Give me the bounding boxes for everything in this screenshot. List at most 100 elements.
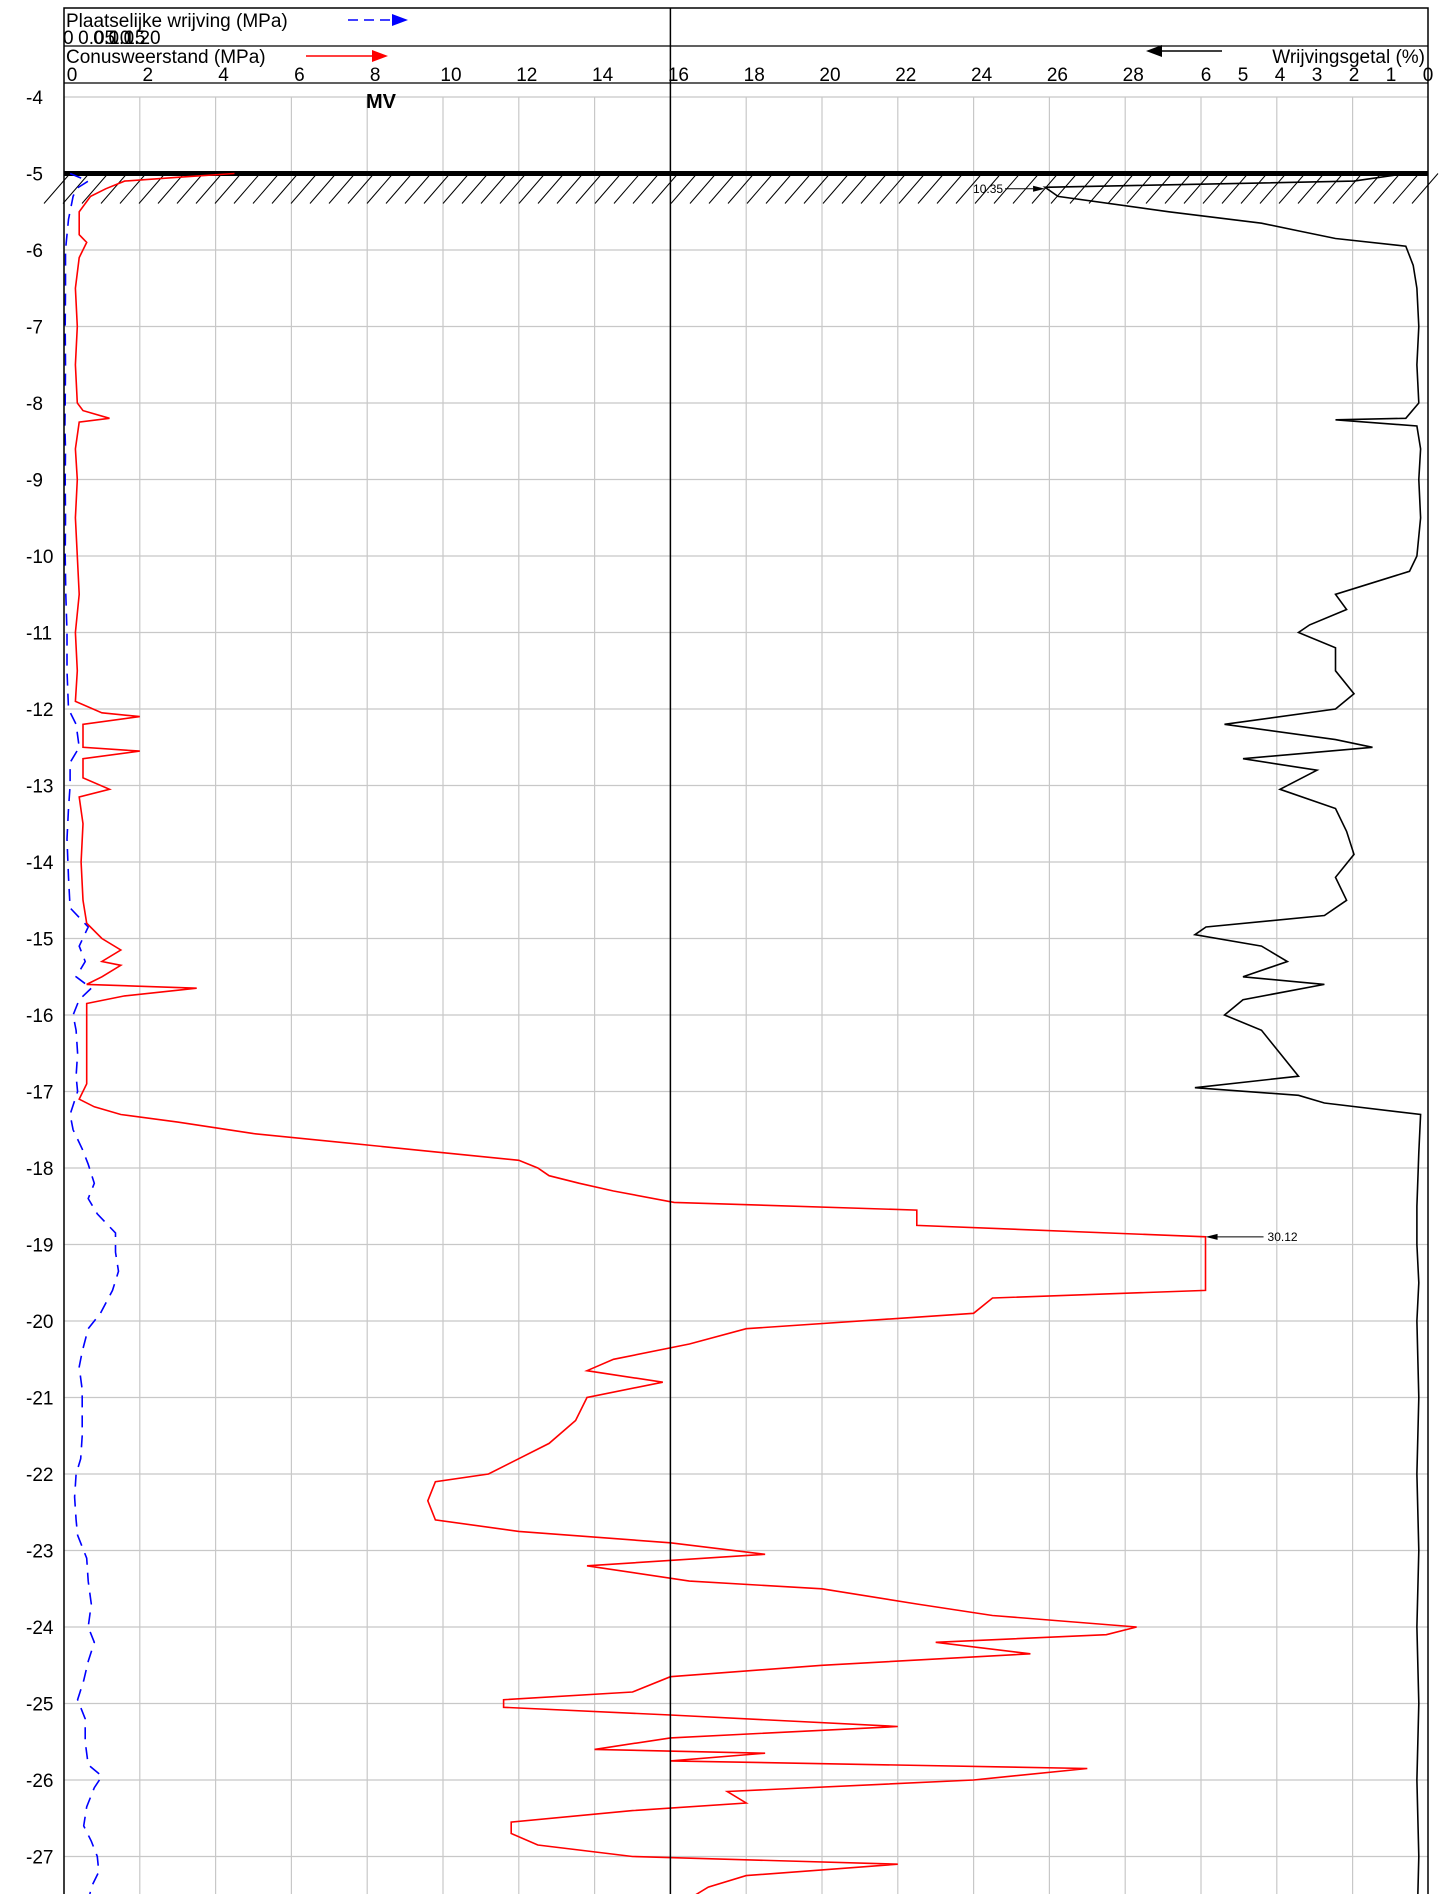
series-group	[64, 172, 1422, 1899]
depth-tick-label: -22	[26, 1465, 53, 1486]
hatch-stroke	[385, 173, 413, 204]
depth-tick-label: -8	[26, 394, 43, 415]
hatch-stroke	[898, 173, 926, 204]
hatch-stroke	[613, 173, 641, 204]
hatch-stroke	[1202, 173, 1230, 204]
hatch-stroke	[1373, 173, 1401, 204]
cone-tick-label: 8	[370, 65, 381, 86]
depth-tick-label: -19	[26, 1236, 53, 1257]
depth-tick-label: -5	[26, 165, 43, 186]
cone-tick-label: 18	[744, 65, 765, 86]
hatch-stroke	[594, 173, 622, 204]
hatch-stroke	[1164, 173, 1192, 204]
cone-tick-label: 0	[67, 65, 78, 86]
hatch-stroke	[746, 173, 774, 204]
hatch-stroke	[556, 173, 584, 204]
depth-tick-label: -24	[26, 1618, 54, 1639]
hatch-stroke	[879, 173, 907, 204]
hatch-stroke	[157, 173, 185, 204]
hatch-stroke	[974, 173, 1002, 204]
depth-tick-label: -26	[26, 1771, 53, 1792]
cone-tick-label: 28	[1123, 65, 1144, 86]
ratio-tick-label: 5	[1238, 65, 1249, 86]
annotation-ratio-arrow	[1033, 185, 1046, 192]
hatch-stroke	[233, 173, 261, 204]
hatch-stroke	[537, 173, 565, 204]
depth-tick-label: -27	[26, 1848, 53, 1869]
hatch-stroke	[651, 173, 679, 204]
hatch-stroke	[575, 173, 603, 204]
friction-tick-label: 0.10	[93, 28, 130, 49]
depth-tick-label: -10	[26, 547, 53, 568]
hatch-stroke	[1050, 173, 1078, 204]
ground-level-hatch	[43, 171, 1439, 204]
hatch-stroke	[1240, 173, 1268, 204]
hatch-stroke	[442, 173, 470, 204]
cone-tick-label: 2	[143, 65, 154, 86]
hatch-stroke	[936, 173, 964, 204]
depth-tick-label: -16	[26, 1006, 53, 1027]
hatch-stroke	[1278, 173, 1306, 204]
annotation-ratio-label: 10.35	[973, 182, 1003, 196]
hatch-stroke	[670, 173, 698, 204]
ratio-tick-label: 2	[1349, 65, 1360, 86]
cone-tick-label: 26	[1047, 65, 1068, 86]
hatch-stroke	[1107, 173, 1135, 204]
hatch-stroke	[1221, 173, 1249, 204]
cone-tick-label: 10	[440, 65, 461, 86]
legend-ratio-arrow	[1146, 45, 1162, 57]
hatch-stroke	[100, 173, 128, 204]
hatch-stroke	[119, 173, 147, 204]
depth-tick-label: -6	[26, 241, 43, 262]
friction-tick-label: 0.20	[124, 28, 161, 49]
label-group: -4 -5 -6 -7 -8 -9 -10 -11 -12 -13 -14 -15 -16 -17 -18 -…	[26, 11, 1433, 1869]
cone-tick-label: 4	[218, 65, 229, 86]
hatch-stroke	[271, 173, 299, 204]
hatch-stroke	[195, 173, 223, 204]
hatch-stroke	[423, 173, 451, 204]
depth-tick-label: -23	[26, 1542, 53, 1563]
hatch-stroke	[252, 173, 280, 204]
hatch-stroke	[917, 173, 945, 204]
ratio-tick-label: 1	[1386, 65, 1397, 86]
series-cone	[74, 172, 1207, 1899]
series-ratio	[1042, 172, 1422, 1899]
hatch-stroke	[1126, 173, 1154, 204]
legend-ratio-label: Wrijvingsgetal (%)	[1272, 47, 1425, 68]
cone-tick-label: 22	[895, 65, 916, 86]
hatch-stroke	[632, 173, 660, 204]
depth-tick-label: -17	[26, 1083, 53, 1104]
ratio-tick-label: 4	[1275, 65, 1286, 86]
depth-tick-label: -18	[26, 1159, 53, 1180]
hatch-stroke	[480, 173, 508, 204]
depth-tick-label: -25	[26, 1695, 53, 1716]
hatch-stroke	[1297, 173, 1325, 204]
cone-tick-label: 20	[819, 65, 840, 86]
cone-tick-label: 12	[516, 65, 537, 86]
cone-tick-label: 16	[668, 65, 689, 86]
hatch-stroke	[1259, 173, 1287, 204]
hatch-stroke	[803, 173, 831, 204]
hatch-stroke	[860, 173, 888, 204]
depth-tick-label: -12	[26, 700, 53, 721]
hatch-stroke	[689, 173, 717, 204]
legend-friction-arrow	[392, 14, 408, 26]
hatch-stroke	[841, 173, 869, 204]
ratio-tick-label: 3	[1312, 65, 1323, 86]
annotation-cone-label: 30.12	[1268, 1230, 1298, 1244]
depth-tick-label: -14	[26, 853, 54, 874]
friction-tick-label: 0	[63, 28, 74, 49]
hatch-stroke	[822, 173, 850, 204]
hatch-stroke	[1088, 173, 1116, 204]
friction-tick-label: 0.05	[78, 28, 115, 49]
hatch-stroke	[1183, 173, 1211, 204]
hatch-stroke	[1145, 173, 1173, 204]
hatch-stroke	[765, 173, 793, 204]
depth-tick-label: -13	[26, 777, 53, 798]
hatch-stroke	[1031, 173, 1059, 204]
hatch-stroke	[784, 173, 812, 204]
hatch-stroke	[1392, 173, 1420, 204]
depth-tick-label: -9	[26, 471, 43, 492]
depth-tick-label: -21	[26, 1389, 53, 1410]
